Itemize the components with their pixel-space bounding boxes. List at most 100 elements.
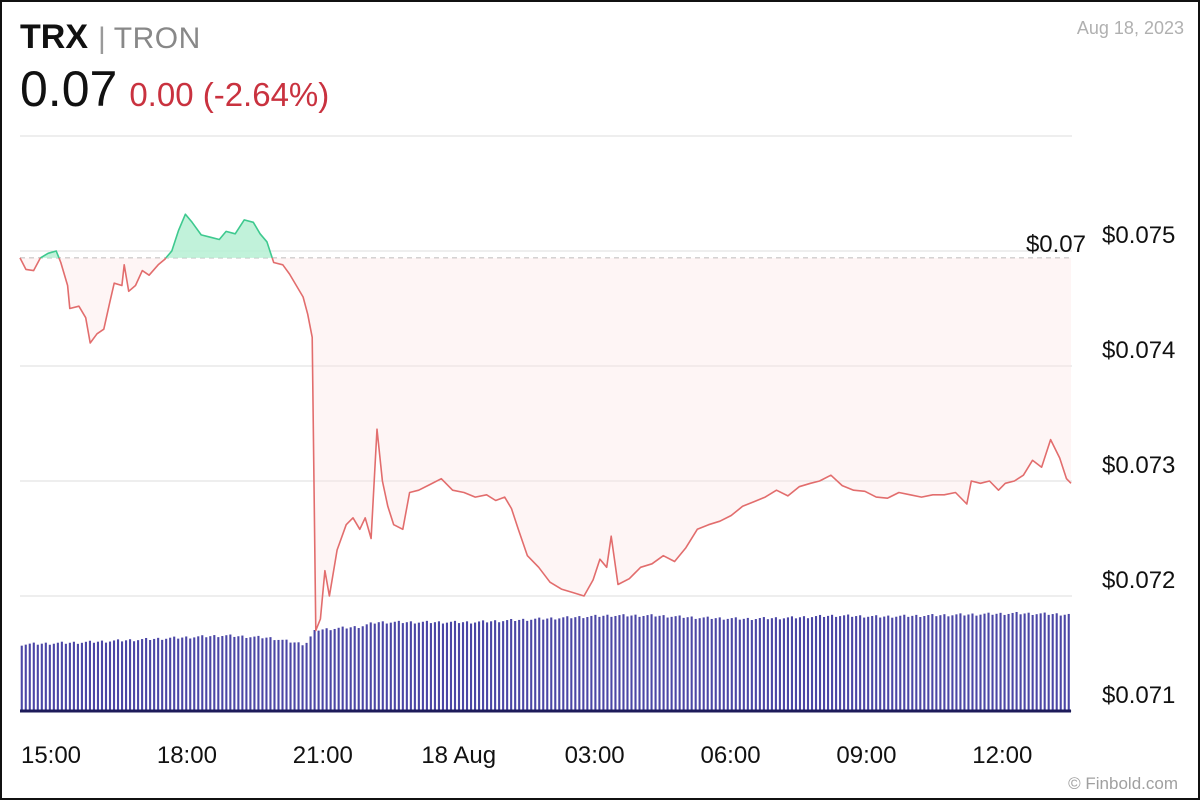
- volume-bar: [806, 618, 810, 711]
- volume-bar: [762, 617, 765, 711]
- volume-bar: [891, 617, 894, 711]
- volume-bar: [810, 617, 814, 711]
- volume-bar: [96, 641, 100, 711]
- volume-bar: [261, 638, 264, 711]
- volume-bar: [738, 619, 741, 711]
- volume-bar: [421, 621, 424, 711]
- volume-bar: [486, 622, 489, 711]
- volume-bar: [983, 613, 986, 711]
- x-tick-label: 21:00: [293, 742, 353, 769]
- volume-bar: [879, 617, 882, 711]
- volume-bar: [141, 639, 144, 711]
- volume-bar: [281, 639, 284, 711]
- volume-bar: [333, 628, 336, 711]
- volume-bar: [429, 623, 432, 711]
- volume-bar: [285, 639, 288, 711]
- volume-bar: [534, 618, 537, 711]
- volume-bar: [217, 637, 220, 711]
- volume-bar: [991, 614, 994, 711]
- volume-bar: [100, 640, 104, 711]
- volume-bar: [461, 622, 465, 711]
- volume-bar: [827, 615, 830, 711]
- volume-bar: [694, 618, 697, 711]
- volume-bar: [173, 636, 176, 711]
- volume-bar: [538, 617, 541, 711]
- volume-bar: [971, 613, 974, 711]
- volume-bar: [104, 642, 108, 711]
- volume-bar: [742, 618, 745, 711]
- volume-bar: [702, 617, 705, 711]
- y-tick-label: $0.074: [1102, 337, 1175, 364]
- volume-bar: [129, 639, 132, 711]
- volume-bar: [995, 613, 998, 711]
- volume-bar: [562, 617, 565, 711]
- volume-bar: [137, 640, 140, 711]
- volume-bar: [851, 616, 854, 711]
- volume-bar: [510, 618, 513, 711]
- volume-bar: [145, 637, 148, 711]
- price-line-down: [58, 257, 167, 344]
- volume-bar: [658, 615, 661, 711]
- volume-bar: [32, 642, 35, 711]
- volume-bar: [907, 616, 910, 711]
- volume-bar: [453, 620, 457, 711]
- y-tick-label: $0.072: [1102, 567, 1175, 594]
- volume-bar: [686, 617, 689, 711]
- volume-bar: [1063, 614, 1066, 711]
- volume-bar: [1067, 613, 1070, 711]
- volume-bar: [273, 640, 276, 711]
- volume-bar: [518, 619, 521, 711]
- volume-bar: [606, 614, 609, 711]
- volume-bar: [554, 619, 557, 711]
- volume-bar: [586, 617, 589, 711]
- volume-bar: [125, 640, 128, 711]
- volume-bar: [116, 639, 120, 711]
- volume-bar: [417, 622, 420, 711]
- volume-bar: [626, 616, 629, 711]
- volume-bar: [542, 619, 545, 711]
- volume-bar: [165, 638, 168, 711]
- volume-bar: [835, 616, 838, 711]
- volume-bar: [706, 616, 709, 711]
- volume-bar: [630, 615, 633, 711]
- volume-bar: [646, 615, 649, 711]
- volume-bar: [690, 616, 693, 711]
- volume-bar: [746, 617, 749, 711]
- volume-bar: [943, 614, 946, 711]
- volume-bar: [666, 617, 669, 711]
- volume-bar: [321, 629, 324, 711]
- y-tick-label: $0.075: [1102, 222, 1175, 249]
- volume-bar: [1039, 613, 1042, 711]
- volume-bar: [758, 618, 761, 711]
- volume-bar: [277, 639, 280, 711]
- volume-bar: [161, 639, 164, 711]
- volume-bar: [622, 614, 625, 711]
- volume-bar: [409, 621, 412, 711]
- volume-bar: [610, 616, 613, 711]
- volume-bar: [1003, 614, 1006, 711]
- x-tick-label: 03:00: [565, 742, 625, 769]
- volume-bar: [325, 628, 328, 711]
- volume-bar: [967, 614, 970, 711]
- price-line-down: [19, 257, 42, 272]
- volume-bar: [76, 643, 79, 711]
- volume-bar: [309, 636, 312, 711]
- volume-bar: [482, 620, 485, 711]
- volume-bar: [389, 622, 392, 711]
- volume-bar: [770, 618, 773, 711]
- volume-bar: [574, 617, 577, 711]
- volume-bar: [959, 613, 962, 711]
- x-tick-label: 09:00: [836, 742, 896, 769]
- volume-bar: [939, 615, 942, 711]
- volume-bar: [774, 617, 777, 711]
- volume-bar: [249, 637, 252, 711]
- volume-bar: [506, 620, 509, 711]
- volume-bar: [189, 638, 192, 711]
- volume-bar: [84, 641, 87, 711]
- volume-bar: [157, 637, 160, 711]
- volume-bar: [169, 637, 172, 711]
- y-tick-label: $0.073: [1102, 452, 1175, 479]
- volume-bar: [40, 643, 43, 711]
- volume-bar: [92, 642, 96, 711]
